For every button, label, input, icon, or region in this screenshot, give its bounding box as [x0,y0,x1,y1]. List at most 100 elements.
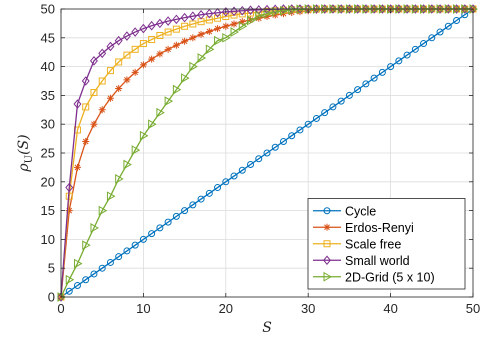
data-point [214,14,222,22]
data-point [271,11,279,19]
data-point [420,40,428,48]
data-point [115,174,124,184]
data-point [263,8,273,19]
legend: Cycle Erdos-Renyi Scale free Small world 2D-… [307,198,466,290]
data-point [214,25,222,33]
legend-label: Scale free [345,237,401,251]
y-tick-label: 30 [41,117,55,132]
x-axis-ticks: 0 10 20 30 40 50 [57,9,480,316]
data-point [288,5,297,15]
data-point [271,143,279,151]
data-point [222,32,231,43]
data-point [82,240,91,251]
data-point [156,31,164,39]
data-point [90,270,98,278]
data-point [90,89,98,97]
y-tick-label: 10 [41,232,55,247]
data-point [98,77,106,85]
data-point [395,57,403,65]
x-tick-label: 20 [219,301,233,316]
y-axis-label-symbol: ρ [16,163,32,173]
y-tick-label: 5 [48,261,55,276]
legend-marker [323,207,331,215]
legend-label: Small world [345,254,410,268]
data-point [148,55,156,63]
data-point [90,56,98,66]
x-tick-label: 40 [383,301,397,316]
data-point [123,159,132,170]
y-tick-label: 40 [41,59,55,74]
data-point [114,35,123,46]
data-point [98,106,106,114]
data-point [238,21,248,32]
x-tick-label: 10 [136,301,150,316]
data-point [453,17,461,25]
data-point [214,184,222,192]
data-point [321,109,329,117]
data-point [387,63,395,71]
data-point [222,178,230,186]
data-point [139,61,147,69]
data-point [188,11,197,21]
data-point [197,30,205,38]
data-point [98,48,107,59]
data-point [98,264,106,272]
data-point [90,223,99,233]
y-tick-label: 25 [41,146,55,161]
data-point [164,16,173,26]
data-point [172,84,182,95]
data-point [57,292,67,302]
data-point [164,45,172,53]
x-axis-label: S [262,320,272,336]
data-point [444,22,452,30]
data-point [296,4,304,14]
data-point [337,97,345,105]
data-point [172,14,181,25]
data-point [90,120,98,128]
data-point [139,23,148,34]
y-tick-label: 15 [41,203,55,218]
data-point [247,161,255,169]
data-point [123,51,131,59]
data-point [230,27,240,37]
y-tick-label: 50 [41,2,55,17]
legend-marker [323,271,333,282]
data-point [73,281,81,289]
data-point [238,18,246,26]
data-point [345,91,353,99]
data-point [213,7,222,18]
data-point [255,11,264,21]
data-point [82,276,90,284]
data-point [139,40,147,48]
data-point [148,119,157,130]
data-point [156,224,164,232]
legend-item: 2D-Grid (5 x 10) [313,270,435,284]
legend-item: Scale free [313,237,401,251]
data-point [131,241,139,249]
data-point [115,84,123,92]
data-point [247,15,256,26]
data-point [411,45,419,53]
data-point [131,145,141,155]
legend-label: Cycle [345,204,376,218]
y-axis-label-subscript: U [24,155,35,163]
data-point [197,53,207,63]
data-point [148,36,156,44]
data-point [73,99,82,109]
data-point [139,235,147,243]
data-point [312,6,320,14]
data-point [428,34,436,42]
data-point [123,247,131,255]
data-point [271,7,281,17]
legend-marker [323,255,331,266]
y-axis-ticks: 0 5 10 15 20 25 30 35 40 45 50 [41,2,473,305]
data-point [156,50,164,58]
data-point [370,74,378,82]
data-point [354,86,362,94]
data-point [106,41,115,52]
data-point [81,76,90,86]
data-point [172,41,180,49]
data-point [106,94,114,102]
data-point [155,18,164,29]
